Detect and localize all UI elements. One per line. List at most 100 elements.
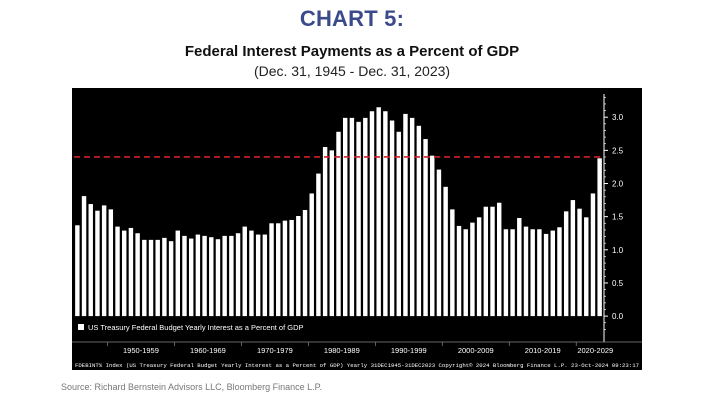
bar-1983 (329, 150, 335, 317)
chart-number-label: CHART 5: (299, 6, 405, 31)
bar-1945 (75, 225, 80, 317)
bar-1981 (316, 173, 321, 317)
bar-2014 (537, 229, 542, 317)
x-decade-label: 2000-2009 (458, 346, 494, 355)
bar-1948 (95, 210, 100, 317)
y-tick-label: 1.5 (612, 213, 624, 222)
bar-1965 (209, 237, 214, 317)
bar-1995 (409, 117, 415, 317)
bar-1992 (389, 120, 395, 317)
y-tick-label: 2.0 (612, 180, 624, 189)
bar-1952 (122, 230, 127, 317)
source-note: Source: Richard Bernstein Advisors LLC, … (61, 382, 322, 392)
bar-1951 (115, 226, 120, 317)
bar-1953 (128, 227, 134, 317)
bar-1961 (182, 235, 187, 317)
bar-2005 (476, 217, 482, 317)
bar-1979 (302, 210, 308, 317)
bar-1946 (81, 196, 87, 317)
bar-2022 (590, 193, 596, 317)
x-decade-label: 2010-2019 (525, 346, 561, 355)
bar-series (75, 107, 602, 317)
bar-1977 (289, 219, 294, 317)
bar-1954 (135, 233, 140, 317)
bar-1997 (423, 139, 428, 317)
x-decade-label: 1990-1999 (391, 346, 427, 355)
bar-1976 (282, 220, 288, 317)
bar-2006 (483, 206, 489, 317)
chart-footer-text: FDEBINT% Index (US Treasury Federal Budg… (75, 362, 639, 369)
bar-1966 (215, 239, 221, 317)
bar-1957 (155, 239, 160, 317)
bar-1991 (383, 111, 388, 317)
bar-1971 (249, 230, 254, 317)
x-decade-label: 1960-1969 (190, 346, 226, 355)
bar-2016 (550, 230, 555, 317)
bar-2001 (450, 209, 455, 317)
y-tick-label: 1.0 (612, 246, 624, 255)
x-decade-label: 1980-1989 (324, 346, 360, 355)
bar-1996 (416, 125, 422, 317)
bar-2019 (570, 200, 576, 317)
bar-1985 (342, 117, 348, 317)
bar-1974 (269, 223, 274, 317)
bar-1989 (369, 111, 375, 317)
bar-1960 (175, 230, 180, 317)
legend-swatch (78, 324, 84, 330)
bar-2012 (523, 226, 529, 317)
bar-1958 (162, 237, 167, 317)
bar-2021 (584, 217, 589, 317)
y-tick-label: 2.5 (612, 146, 624, 155)
bar-1967 (222, 235, 227, 317)
chart-subtitle: (Dec. 31, 1945 - Dec. 31, 2023) (253, 63, 451, 79)
bar-1972 (255, 234, 261, 317)
bar-2013 (530, 229, 535, 317)
chart-title: Federal Interest Payments as a Percent o… (184, 43, 520, 60)
bar-1984 (336, 131, 341, 317)
bar-2010 (510, 229, 515, 317)
bar-1950 (108, 209, 114, 317)
bar-chart: 0.0 0.5 1.0 1.5 2.0 2.5 3.0 1950-1959 1960-1969 1… (72, 88, 642, 370)
bar-1970 (242, 226, 247, 317)
bar-2000 (443, 186, 448, 317)
bar-1975 (276, 223, 281, 317)
y-tick-label: 3.0 (612, 113, 624, 122)
bar-1962 (188, 238, 194, 317)
bar-1998 (430, 155, 435, 317)
bar-1963 (195, 234, 201, 317)
legend: US Treasury Federal Budget Yearly Intere… (78, 323, 304, 332)
bar-2018 (563, 211, 569, 317)
bar-2023 (597, 158, 602, 317)
x-decade-label: 1950-1959 (123, 346, 159, 355)
bar-1982 (322, 147, 328, 317)
bar-1980 (309, 193, 314, 317)
bar-1956 (148, 239, 154, 317)
y-tick-label: 0.5 (612, 279, 624, 288)
bar-1955 (142, 239, 147, 317)
x-decade-label: 1970-1979 (257, 346, 293, 355)
bar-1959 (168, 241, 174, 317)
bar-2020 (577, 208, 582, 317)
bar-1994 (403, 113, 408, 317)
bar-1949 (101, 205, 107, 317)
bar-2004 (470, 222, 475, 317)
bar-1990 (376, 107, 381, 317)
y-tick-label: 0.0 (612, 312, 624, 321)
bar-1969 (235, 233, 241, 317)
bar-2011 (517, 217, 522, 317)
bar-2008 (497, 202, 502, 317)
bar-1986 (349, 117, 355, 317)
bar-2015 (543, 233, 549, 317)
bar-2003 (463, 229, 468, 317)
bar-1978 (296, 215, 301, 317)
bar-1968 (229, 235, 234, 317)
bar-1988 (363, 117, 368, 317)
bar-1987 (356, 121, 361, 317)
bar-2017 (557, 227, 562, 317)
bar-1973 (262, 234, 268, 317)
bar-1993 (396, 131, 401, 317)
bar-2002 (456, 225, 462, 317)
bar-1947 (88, 204, 93, 317)
bar-2007 (490, 206, 495, 317)
legend-label: US Treasury Federal Budget Yearly Intere… (88, 323, 304, 332)
